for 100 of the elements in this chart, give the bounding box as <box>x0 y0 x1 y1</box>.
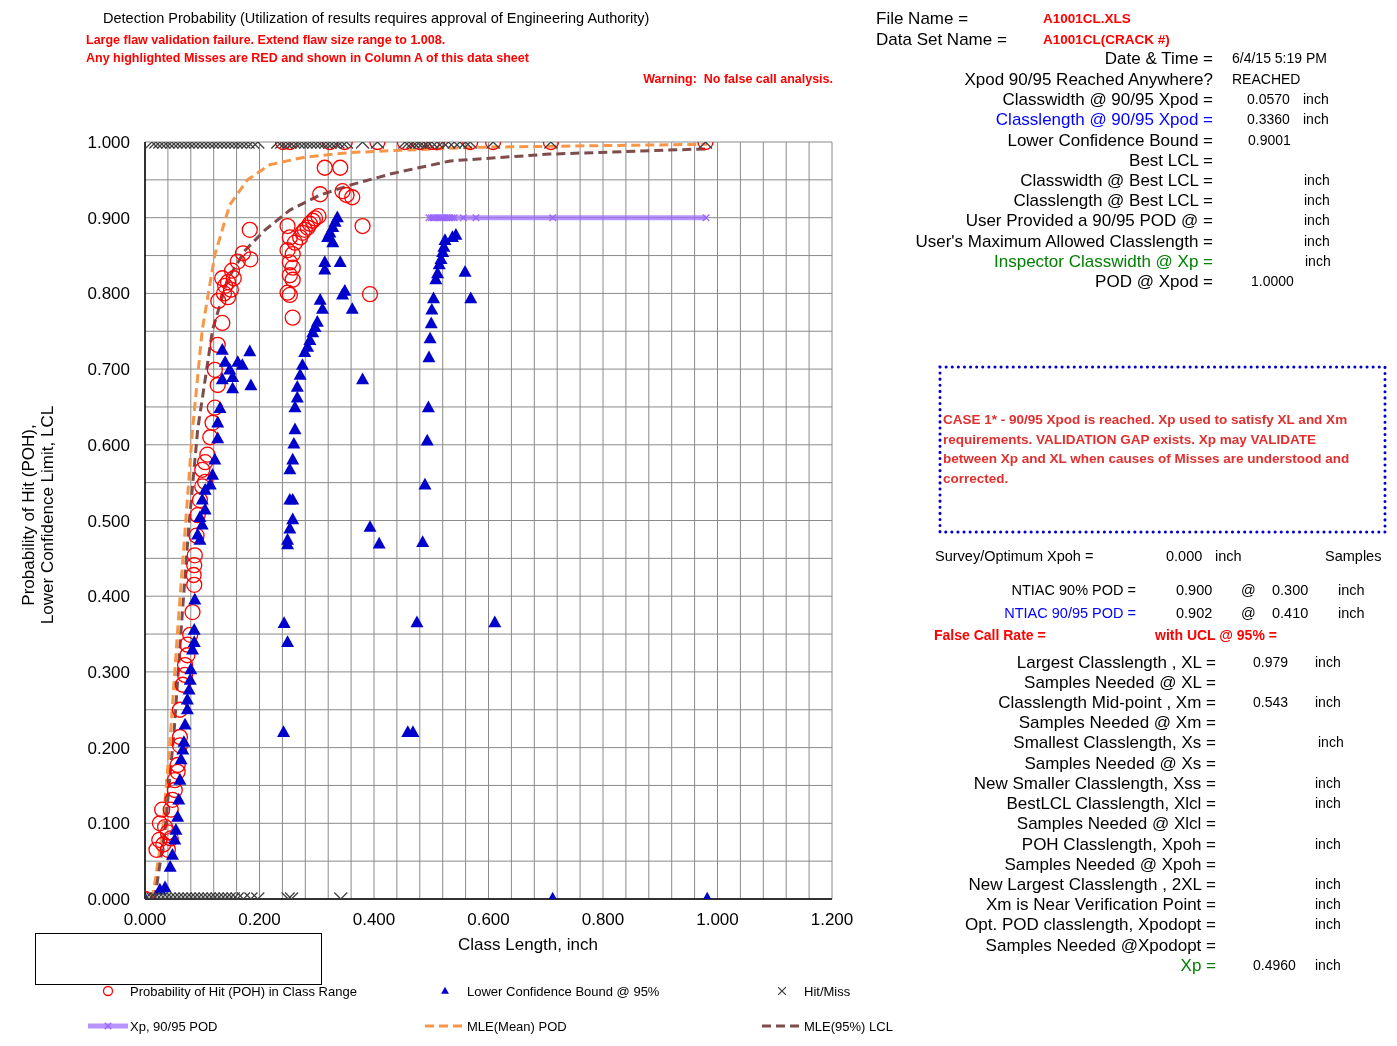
text: inch <box>1315 694 1341 710</box>
text: Samples Needed @ Xlcl = <box>1016 813 1217 833</box>
text: User's Maximum Allowed Classlength = <box>915 231 1214 251</box>
text: 0.900 <box>1176 582 1213 598</box>
text: 6/4/15 5:19 PM <box>1232 50 1327 66</box>
text: 0.9001 <box>1248 132 1292 148</box>
y-tick-label: 0.800 <box>87 284 130 304</box>
chart-title: Detection Probability (Utilization of results requires approval of Engineering Authority) <box>103 10 650 26</box>
text: 0.0570 <box>1247 91 1291 107</box>
legend-label: Probability of Hit (POH) in Class Range <box>130 983 357 999</box>
text: inch <box>1315 957 1341 973</box>
text: Best LCL = <box>1129 150 1214 170</box>
text: 0.4960 <box>1253 957 1297 973</box>
text: Samples Needed @ Xpoh = <box>1004 854 1217 874</box>
y-tick-label: 0.400 <box>87 587 130 607</box>
text: A1001CL.XLS <box>1043 10 1131 26</box>
text: Date & Time = <box>1104 48 1214 68</box>
text: NTIAC 90% POD = <box>1011 582 1136 598</box>
text: New Largest Classlength , 2XL = <box>968 874 1217 894</box>
text: with UCL @ 95% = <box>1154 627 1277 643</box>
text: inch <box>1304 233 1330 249</box>
legend-label: MLE(Mean) POD <box>467 1018 567 1034</box>
text: inch <box>1315 836 1341 852</box>
text: Classlength @ 90/95 Xpod = <box>995 109 1214 129</box>
x-tick-label: 0.800 <box>581 910 625 930</box>
y-tick-label: 1.000 <box>87 133 130 153</box>
text: 0.543 <box>1253 694 1289 710</box>
text: CASE 1* - 90/95 Xpod is reached. Xp used to satisfy XL and Xm requirements. VALIDATION GAP exists. Xp may VALIDATE between Xp and XL when causes of Misses are understood and corrected. <box>943 411 1351 488</box>
text: REACHED <box>1232 71 1301 87</box>
text: inch <box>1304 212 1330 228</box>
text: Smallest Classlength, Xs = <box>1013 732 1217 752</box>
text: Warning: No false call analysis. <box>643 72 833 86</box>
text: 0.979 <box>1253 654 1289 670</box>
text: inch <box>1338 605 1365 621</box>
text: 0.000 <box>1166 548 1203 564</box>
x-tick-label: 1.000 <box>696 910 739 930</box>
text: NTIAC 90/95 POD = <box>1004 605 1136 621</box>
text: Samples Needed @ Xm = <box>1018 712 1217 732</box>
text: 0.3360 <box>1247 111 1291 127</box>
text: Classwidth @ 90/95 Xpod = <box>1002 89 1214 109</box>
text: Largest Classlength , XL = <box>1016 652 1217 672</box>
text: inch <box>1315 916 1341 932</box>
text: Inspector Classwidth @ Xp = <box>994 251 1214 271</box>
text: File Name = <box>876 8 969 28</box>
text: User Provided a 90/95 POD @ = <box>965 210 1214 230</box>
text: POH Classlength, Xpoh = <box>1021 834 1217 854</box>
text: inch <box>1315 795 1341 811</box>
text: inch <box>1303 91 1329 107</box>
text: inch <box>1215 548 1242 564</box>
text: inch <box>1315 654 1341 670</box>
text: 1.0000 <box>1251 273 1295 289</box>
x-tick-label: 0.600 <box>467 910 510 930</box>
legend-label: MLE(95%) LCL <box>804 1018 893 1034</box>
text: Xm is Near Verification Point = <box>985 894 1217 914</box>
text: inch <box>1338 582 1365 598</box>
text: Classlength @ Best LCL = <box>1013 190 1214 210</box>
text: Samples Needed @ Xs = <box>1024 753 1217 773</box>
text: Xpod 90/95 Reached Anywhere? <box>964 69 1213 89</box>
text: POD @ Xpod = <box>1095 271 1214 291</box>
text: Samples Needed @ XL = <box>1024 672 1217 692</box>
x-tick-label: 1.200 <box>810 910 854 930</box>
text: New Smaller Classlength, Xss = <box>973 773 1217 793</box>
y-tick-label: 0.900 <box>87 208 130 228</box>
text: Samples Needed @Xpodopt = <box>985 935 1217 955</box>
y-axis-title: Probability of Hit (POH), Lower Confidence Limit, LCL <box>19 405 58 625</box>
text: Data Set Name = <box>876 29 1007 49</box>
text: inch <box>1304 192 1330 208</box>
text: inch <box>1304 172 1330 188</box>
text: 0.300 <box>1272 582 1309 598</box>
text: @ <box>1241 605 1256 621</box>
text: inch <box>1303 111 1329 127</box>
y-tick-label: 0.600 <box>87 435 130 455</box>
text: False Call Rate = <box>934 627 1046 643</box>
text: inch <box>1318 734 1344 750</box>
text: inch <box>1305 253 1331 269</box>
x-tick-label: 0.400 <box>352 910 396 930</box>
text: 0.902 <box>1176 605 1213 621</box>
y-tick-label: 0.000 <box>87 890 130 910</box>
y-tick-label: 0.300 <box>87 662 130 682</box>
text: 0.410 <box>1272 605 1309 621</box>
y-tick-label: 0.500 <box>87 511 130 531</box>
text: @ <box>1241 582 1256 598</box>
text: Xp = <box>1180 955 1217 975</box>
text: inch <box>1315 775 1341 791</box>
text: Classlength Mid-point , Xm = <box>998 692 1217 712</box>
text: Any highlighted Misses are RED and shown in Column A of this data sheet <box>86 51 529 65</box>
text: Large flaw validation failure. Extend flaw size range to 1.008. <box>86 33 446 47</box>
text: inch <box>1315 876 1341 892</box>
text: Lower Confidence Bound = <box>1007 130 1214 150</box>
text: Opt. POD classlength, Xpodopt = <box>965 914 1217 934</box>
legend-label: Lower Confidence Bound @ 95% <box>467 983 660 999</box>
text: A1001CL(CRACK #) <box>1043 31 1170 47</box>
y-tick-label: 0.700 <box>87 360 130 380</box>
legend-label: Xp, 90/95 POD <box>130 1018 218 1034</box>
text: Classwidth @ Best LCL = <box>1020 170 1214 190</box>
x-axis-title: Class Length, inch <box>458 934 598 954</box>
x-tick-label: 0.200 <box>238 910 281 930</box>
text: Survey/Optimum Xpoh = <box>935 548 1094 564</box>
text: inch <box>1315 896 1341 912</box>
y-tick-label: 0.100 <box>87 814 130 834</box>
